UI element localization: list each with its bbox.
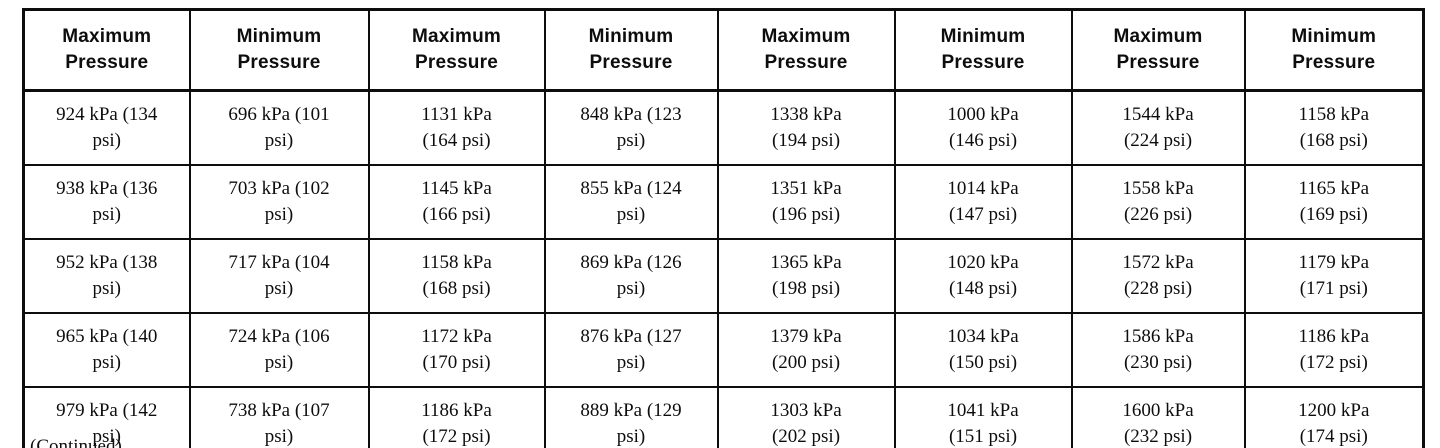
header-cell: Maximum Pressure (367, 8, 546, 92)
header-cell: Minimum Pressure (188, 8, 370, 92)
table-cell: 1172 kPa (170 psi) (367, 312, 546, 388)
header-cell: Maximum Pressure (716, 8, 896, 92)
table-cell: 696 kPa (101 psi) (188, 89, 370, 166)
header-cell: Maximum Pressure (22, 8, 191, 92)
table-cell: 952 kPa (138 psi) (22, 238, 191, 314)
table-cell: 1000 kPa (146 psi) (893, 89, 1073, 166)
table-cell: 1145 kPa (166 psi) (367, 164, 546, 240)
header-cell: Minimum Pressure (1243, 8, 1425, 92)
table-cell: 1303 kPa (202 psi) (716, 386, 896, 448)
table-row: 979 kPa (142 psi) 738 kPa (107 psi) 1186… (22, 386, 1425, 448)
header-cell: Maximum Pressure (1070, 8, 1246, 92)
table-cell: 738 kPa (107 psi) (188, 386, 370, 448)
header-cell: Minimum Pressure (543, 8, 719, 92)
table-cell: 1034 kPa (150 psi) (893, 312, 1073, 388)
table-cell: 848 kPa (123 psi) (543, 89, 719, 166)
table-cell: 924 kPa (134 psi) (22, 89, 191, 166)
table-cell: 1131 kPa (164 psi) (367, 89, 546, 166)
table-cell: 1586 kPa (230 psi) (1070, 312, 1246, 388)
continued-label: (Continued) (30, 436, 122, 448)
header-cell: Minimum Pressure (893, 8, 1073, 92)
table-cell: 1200 kPa (174 psi) (1243, 386, 1425, 448)
table-cell: 1165 kPa (169 psi) (1243, 164, 1425, 240)
table-cell: 724 kPa (106 psi) (188, 312, 370, 388)
table-cell: 1572 kPa (228 psi) (1070, 238, 1246, 314)
table-cell: 1544 kPa (224 psi) (1070, 89, 1246, 166)
table-cell: 1186 kPa (172 psi) (1243, 312, 1425, 388)
table-cell: 1158 kPa (168 psi) (367, 238, 546, 314)
pressure-table: Maximum Pressure Minimum Pressure Maximu… (22, 8, 1425, 448)
header-row: Maximum Pressure Minimum Pressure Maximu… (22, 8, 1425, 92)
table-cell: 1020 kPa (148 psi) (893, 238, 1073, 314)
table-cell: 979 kPa (142 psi) (22, 386, 191, 448)
table-cell: 1041 kPa (151 psi) (893, 386, 1073, 448)
table-row: 965 kPa (140 psi) 724 kPa (106 psi) 1172… (22, 312, 1425, 388)
table-cell: 1600 kPa (232 psi) (1070, 386, 1246, 448)
table-cell: 889 kPa (129 psi) (543, 386, 719, 448)
table-row: 924 kPa (134 psi) 696 kPa (101 psi) 1131… (22, 89, 1425, 166)
table-cell: 1158 kPa (168 psi) (1243, 89, 1425, 166)
table-cell: 876 kPa (127 psi) (543, 312, 719, 388)
table-cell: 1558 kPa (226 psi) (1070, 164, 1246, 240)
table-cell: 1179 kPa (171 psi) (1243, 238, 1425, 314)
table-cell: 1351 kPa (196 psi) (716, 164, 896, 240)
table-cell: 703 kPa (102 psi) (188, 164, 370, 240)
table-cell: 717 kPa (104 psi) (188, 238, 370, 314)
table-cell: 1379 kPa (200 psi) (716, 312, 896, 388)
table-cell: 855 kPa (124 psi) (543, 164, 719, 240)
table-cell: 1365 kPa (198 psi) (716, 238, 896, 314)
table-row: 938 kPa (136 psi) 703 kPa (102 psi) 1145… (22, 164, 1425, 240)
table-cell: 869 kPa (126 psi) (543, 238, 719, 314)
table-cell: 1014 kPa (147 psi) (893, 164, 1073, 240)
table-cell: 965 kPa (140 psi) (22, 312, 191, 388)
table-row: 952 kPa (138 psi) 717 kPa (104 psi) 1158… (22, 238, 1425, 314)
table-cell: 938 kPa (136 psi) (22, 164, 191, 240)
table-cell: 1186 kPa (172 psi) (367, 386, 546, 448)
table-cell: 1338 kPa (194 psi) (716, 89, 896, 166)
